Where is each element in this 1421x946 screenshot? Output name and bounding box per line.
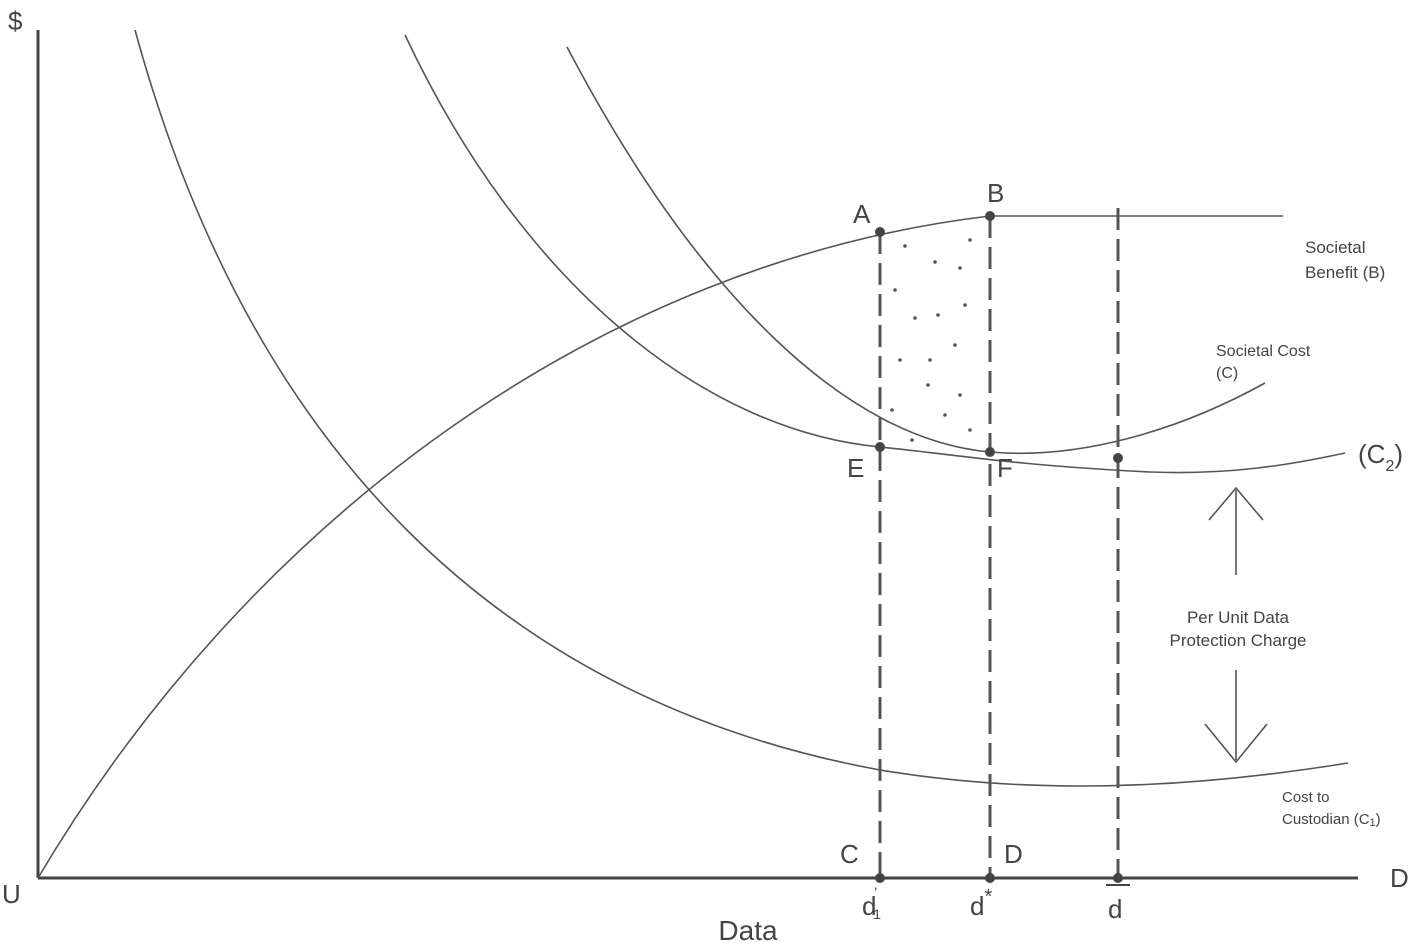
marker-base: d — [970, 891, 984, 921]
point-label: B — [987, 178, 1004, 208]
arrow-up — [1208, 486, 1264, 575]
label-line: Benefit (B) — [1305, 263, 1385, 282]
benefit-curve — [37, 215, 1283, 879]
x-axis-label: Data — [718, 915, 778, 946]
benefit-label: Societal Benefit (B) — [1305, 238, 1385, 282]
label-part: ) — [1394, 439, 1403, 469]
arrow-down — [1204, 670, 1268, 764]
point-label: C — [840, 839, 859, 869]
stipple-area — [890, 238, 972, 442]
point-label: E — [847, 453, 864, 483]
marker-sub: 1 — [873, 906, 881, 922]
marker-sup: * — [984, 886, 992, 908]
label-line: Societal — [1305, 238, 1365, 257]
point-label: A — [853, 199, 871, 229]
label-line: Societal Cost — [1216, 343, 1311, 360]
point-label: F — [997, 453, 1013, 483]
label-line: Custodian (C — [1282, 811, 1370, 828]
annotation: Per Unit Data Protection Charge — [1169, 608, 1306, 650]
label-line: Cost to — [1282, 789, 1330, 806]
y-axis-label: $ — [8, 6, 23, 36]
x-marker: d — [1108, 894, 1122, 924]
label-part: (C — [1358, 439, 1385, 469]
label-sub: 2 — [1385, 458, 1394, 475]
societal-cost-curve — [566, 46, 1266, 455]
x-marker: d* — [970, 886, 992, 921]
annotation-line: Per Unit Data — [1187, 608, 1290, 627]
origin-label: U — [2, 879, 21, 909]
points — [875, 211, 1123, 883]
point-label: D — [1004, 839, 1023, 869]
annotation-line: Protection Charge — [1169, 631, 1306, 650]
marker-sup: ' — [874, 884, 877, 900]
label-line: (C) — [1216, 365, 1238, 382]
societal-cost-label: Societal Cost (C) — [1216, 343, 1311, 382]
label-sub: 1 — [1370, 817, 1376, 829]
c2-curve — [404, 34, 1346, 474]
c2-label: (C2) — [1358, 439, 1403, 475]
custodian-cost-curve — [134, 29, 1349, 787]
label-part: ) — [1376, 811, 1381, 828]
custodian-label: Cost to Custodian (C1) — [1282, 789, 1381, 829]
marker-base: d — [862, 891, 876, 921]
x-axis-end-label: D — [1390, 863, 1409, 893]
x-marker: d' 1 — [862, 884, 881, 922]
